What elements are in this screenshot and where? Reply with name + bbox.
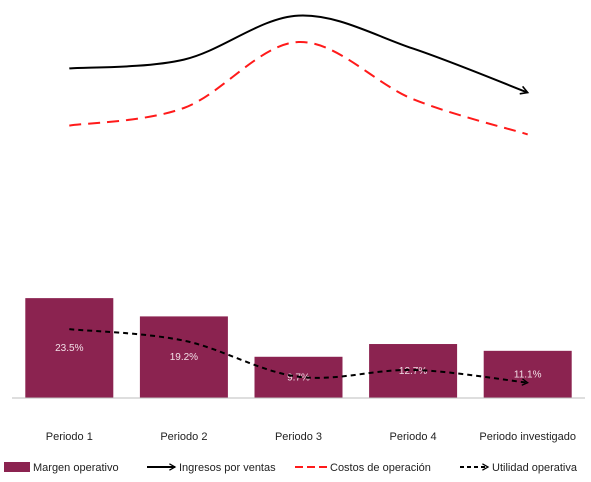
line-costos-de-operacion [69,40,528,136]
legend-item-costos-de-operacion: Costos de operación [295,462,431,474]
x-tick-label: Periodo 1 [46,431,93,443]
bar-value-label: 11.1% [514,369,542,380]
legend-label: Costos de operación [330,462,431,474]
x-tick-label: Periodo investigado [479,431,576,443]
bar-value-label: 23.5% [55,343,83,354]
bar-margen-operativo [139,316,228,398]
bar-value-label: 9.7% [287,372,310,383]
bar-value-label: 12.7% [399,366,427,377]
x-tick-labels: Periodo 1 Periodo 2 Periodo 3 Periodo 4 Peri… [46,431,576,443]
line-utilidad-operativa [69,328,529,386]
lines-layer [69,14,530,386]
legend-label: Utilidad operativa [492,462,578,474]
legend-label: Margen operativo [33,462,119,474]
legend-item-margen-operativo: Margen operativo [4,462,119,474]
legend-item-utilidad-operativa: Utilidad operativa [460,462,578,474]
bar-margen-operativo [483,350,572,398]
x-tick-label: Periodo 3 [275,431,322,443]
line-ingresos-por-ventas [69,14,530,95]
legend-swatch [4,462,30,472]
x-tick-label: Periodo 4 [390,431,437,443]
legend-label: Ingresos por ventas [179,462,276,474]
legend: Margen operativo Ingresos por ventas Costo… [4,462,578,474]
x-tick-label: Periodo 2 [160,431,207,443]
legend-item-ingresos-por-ventas: Ingresos por ventas [147,462,276,474]
bar-value-label: 19.2% [170,352,198,363]
bars-layer: 23.5% 19.2% 9.7% 12.7% 11.1% [25,298,572,398]
bar-margen-operativo [25,298,114,398]
